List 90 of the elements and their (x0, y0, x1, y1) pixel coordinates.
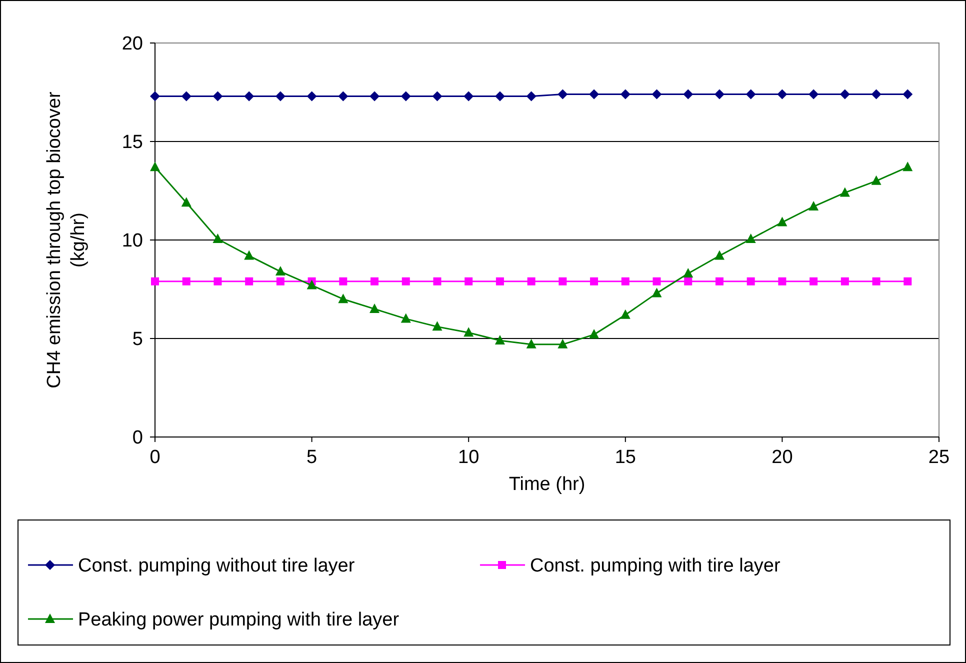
point (746, 89, 756, 100)
point (590, 277, 598, 286)
x-tick-label: 5 (306, 447, 318, 468)
point (464, 91, 474, 102)
point (558, 277, 567, 286)
point (496, 277, 504, 286)
point (871, 175, 882, 185)
point (400, 313, 411, 323)
point (244, 91, 254, 102)
point (714, 89, 724, 100)
x-axis-title: Time (hr) (508, 474, 586, 495)
y-tick-label: 5 (132, 329, 143, 350)
point (526, 91, 536, 102)
x-tick-label: 10 (458, 447, 480, 468)
point (212, 91, 223, 102)
point (306, 91, 317, 102)
point (276, 277, 284, 286)
point (558, 89, 568, 100)
legend-label: Peaking power pumping with tire layer (78, 610, 400, 631)
point (494, 91, 505, 102)
point (840, 187, 850, 197)
point (181, 91, 192, 102)
point (902, 89, 913, 100)
point (151, 277, 159, 286)
point (840, 89, 850, 100)
x-tick-label: 25 (928, 447, 950, 468)
y-tick-label: 0 (132, 428, 143, 449)
x-tick-label: 0 (150, 447, 160, 468)
y-tick-label: 15 (122, 132, 143, 154)
point (746, 234, 756, 244)
point (808, 89, 819, 100)
point (620, 89, 630, 100)
point (589, 89, 600, 100)
point (778, 277, 786, 286)
y-tick-label: 10 (122, 230, 143, 252)
point (527, 277, 536, 286)
point (150, 91, 160, 102)
point (683, 268, 694, 278)
point (808, 201, 819, 211)
point (338, 91, 348, 102)
y-axis-title: CH4 emission through top biocover (kg/hr) (44, 90, 89, 388)
point (338, 294, 348, 304)
point (214, 277, 222, 286)
x-tick-label: 20 (772, 447, 793, 468)
point (621, 277, 630, 286)
point (275, 91, 286, 102)
legend-label: Const. pumping without tire layer (78, 556, 356, 577)
point (182, 277, 190, 286)
point (402, 277, 410, 286)
point (370, 91, 380, 102)
point (777, 216, 788, 226)
point (212, 234, 223, 244)
point (904, 277, 912, 286)
point (245, 277, 254, 286)
point (715, 277, 724, 286)
y-tick-label: 20 (122, 34, 143, 55)
point (652, 277, 661, 286)
point (433, 277, 442, 286)
point (150, 162, 160, 172)
point (464, 327, 474, 337)
point (400, 91, 411, 102)
point (526, 338, 536, 348)
point (684, 277, 692, 286)
point (652, 288, 662, 298)
point (306, 280, 317, 290)
point (244, 250, 254, 260)
point (840, 277, 849, 286)
point (370, 277, 379, 286)
x-tick-label: 15 (614, 447, 636, 468)
point (683, 89, 694, 100)
point (558, 338, 568, 348)
point (370, 303, 380, 313)
point (432, 91, 442, 102)
point (275, 266, 286, 276)
legend-label: Const. pumping with tire layer (530, 556, 781, 577)
point (181, 197, 192, 207)
point (589, 329, 600, 339)
point (464, 277, 473, 286)
point (432, 321, 442, 331)
point (714, 250, 724, 260)
point (494, 334, 505, 344)
point (620, 309, 630, 319)
point (871, 89, 882, 100)
point (872, 277, 880, 286)
point (902, 162, 913, 172)
point (777, 89, 788, 100)
point (652, 89, 662, 100)
point (810, 277, 818, 286)
point (746, 277, 755, 286)
point (339, 277, 348, 286)
